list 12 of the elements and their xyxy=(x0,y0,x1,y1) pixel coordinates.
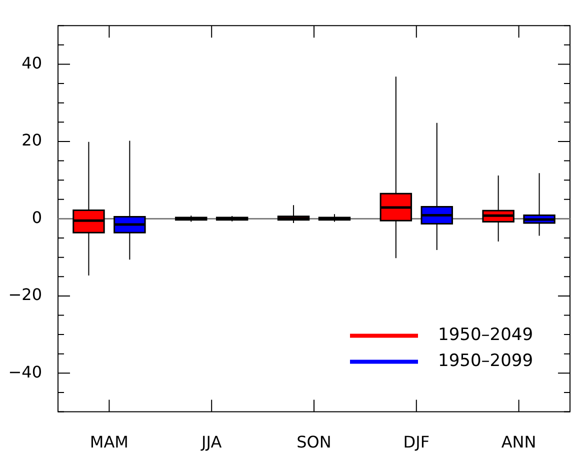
y-tick-label: 0 xyxy=(32,208,42,227)
y-tick-label: −40 xyxy=(8,362,42,382)
y-tick-label: 20 xyxy=(22,130,42,150)
legend-label: 1950–2099 xyxy=(438,351,534,372)
x-tick-label: MAM xyxy=(90,432,128,452)
x-tick-label: DJF xyxy=(403,432,430,452)
x-tick-label: JJA xyxy=(200,432,222,452)
y-tick-label: 40 xyxy=(22,53,42,72)
x-tick-label: SON xyxy=(296,432,332,452)
legend-label: 1950–2049 xyxy=(438,325,534,346)
y-tick-label: −20 xyxy=(8,285,42,304)
x-tick-label: ANN xyxy=(501,432,536,452)
